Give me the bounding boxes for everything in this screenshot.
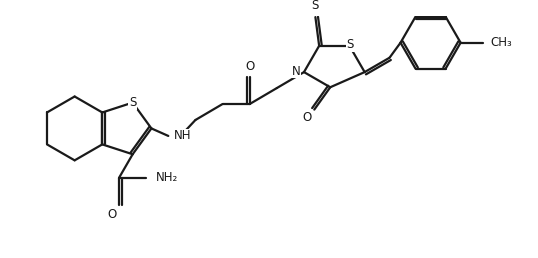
Text: O: O	[245, 60, 254, 73]
Text: O: O	[302, 111, 312, 124]
Text: NH: NH	[174, 130, 192, 142]
Text: S: S	[312, 0, 319, 12]
Text: S: S	[346, 38, 354, 51]
Text: N: N	[292, 65, 300, 78]
Text: O: O	[107, 208, 116, 221]
Text: NH₂: NH₂	[155, 171, 178, 184]
Text: CH₃: CH₃	[491, 36, 512, 49]
Text: S: S	[129, 96, 136, 109]
